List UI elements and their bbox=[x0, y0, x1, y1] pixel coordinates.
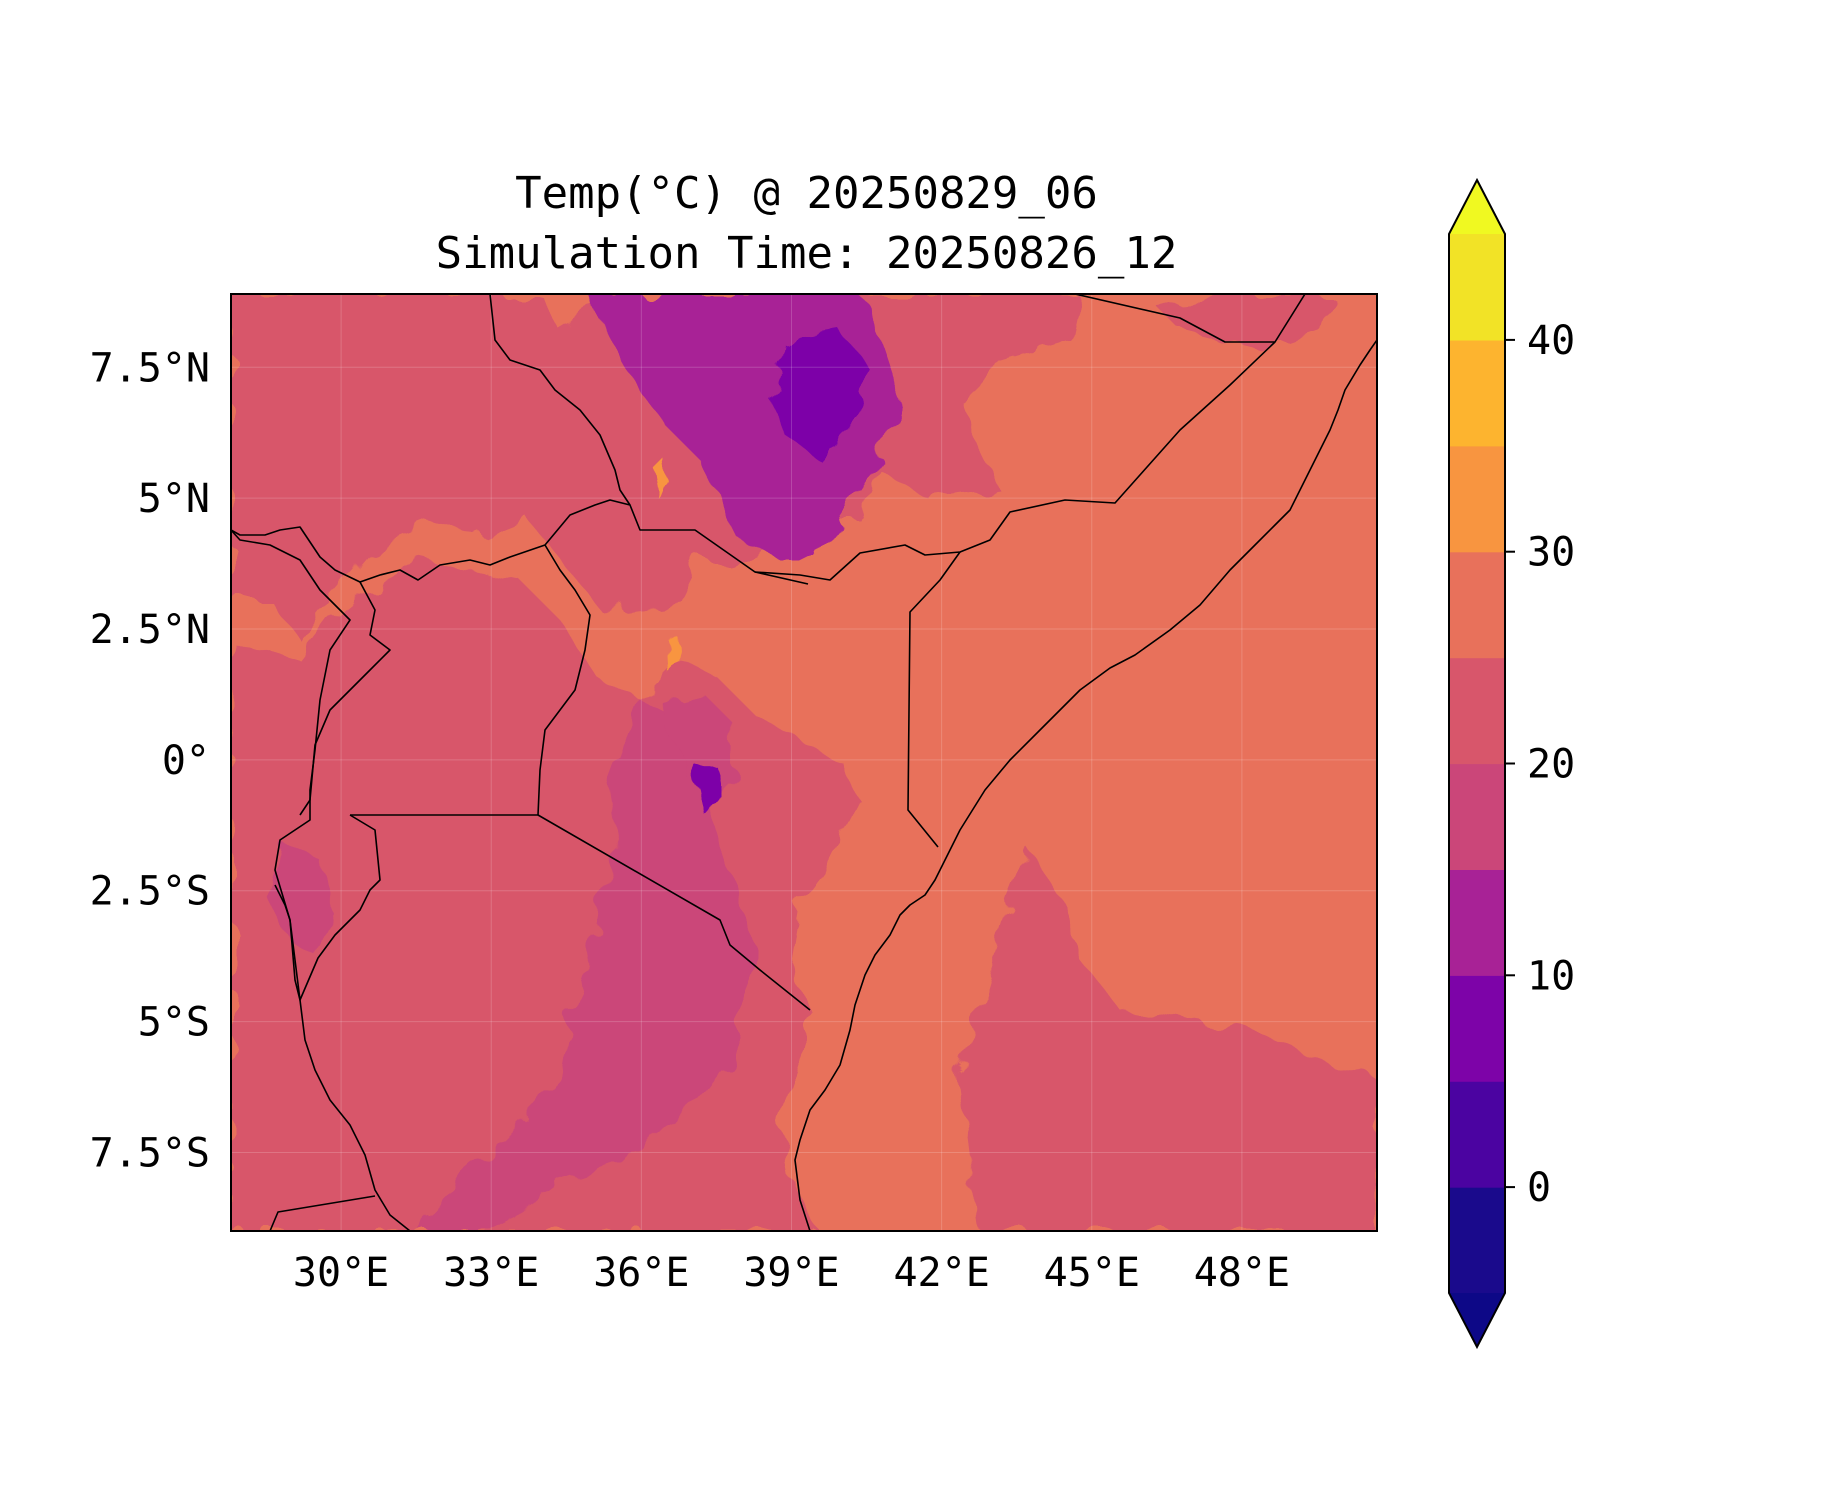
contour-band-15-20 bbox=[420, 700, 760, 1231]
contour-band-30-35 bbox=[655, 460, 668, 500]
colorbar-band bbox=[1449, 234, 1505, 341]
map-frame bbox=[230, 293, 1378, 1232]
colorbar-band bbox=[1449, 1081, 1505, 1188]
coastline bbox=[794, 339, 1377, 1231]
border-zambia bbox=[269, 1195, 376, 1231]
border-sudan-uganda bbox=[231, 526, 546, 583]
longitude-tick-labels: 30°E 33°E 36°E 39°E 42°E 45°E 48°E bbox=[293, 1250, 1290, 1296]
border-tanzania-west bbox=[299, 999, 411, 1231]
temperature-field bbox=[231, 294, 1377, 1231]
lat-tick-label: 2.5°S bbox=[90, 869, 210, 915]
contour-band-20-25 bbox=[960, 850, 1377, 1231]
contour-band-15-20 bbox=[270, 840, 340, 960]
gridlines bbox=[231, 294, 1377, 1231]
lon-tick-label: 42°E bbox=[893, 1250, 989, 1296]
contour-band-30-35 bbox=[668, 635, 678, 675]
lon-tick-label: 30°E bbox=[293, 1250, 389, 1296]
colorbar-band bbox=[1449, 975, 1505, 1082]
colorbar-tick-label: 20 bbox=[1527, 742, 1575, 788]
country-borders bbox=[231, 294, 1377, 1231]
colorbar-band bbox=[1449, 445, 1505, 553]
colorbar-tick-label: 30 bbox=[1527, 530, 1575, 576]
border-drc-lake bbox=[231, 529, 351, 1001]
colorbar-tick-label: 10 bbox=[1527, 953, 1575, 999]
contour-band-20-25 bbox=[1150, 294, 1330, 350]
colorbar-under-extension bbox=[1449, 1293, 1505, 1347]
border-kenya-tanzania bbox=[537, 814, 811, 1011]
lat-tick-label: 2.5°N bbox=[90, 607, 210, 653]
border-uganda-kenya bbox=[537, 544, 591, 816]
colorbar: 0 10 20 30 40 bbox=[1448, 177, 1575, 1350]
contour-band-10-15 bbox=[690, 760, 725, 810]
lon-tick-label: 33°E bbox=[443, 1250, 539, 1296]
latitude-tick-labels: 7.5°N 5°N 2.5°N 0° 2.5°S 5°S 7.5°S bbox=[90, 345, 210, 1176]
border-sudan-ethiopia-north bbox=[489, 294, 631, 506]
lat-tick-label: 5°S bbox=[138, 1000, 210, 1046]
map-title-line1: Temp(°C) @ 20250829_06 bbox=[515, 168, 1098, 219]
lon-tick-label: 36°E bbox=[593, 1250, 689, 1296]
contour-band-10-15 bbox=[770, 330, 870, 460]
border-somalia-ethiopia bbox=[754, 341, 1276, 581]
lon-tick-label: 45°E bbox=[1044, 1250, 1140, 1296]
border-somalia-north bbox=[1074, 294, 1306, 343]
colorbar-band bbox=[1449, 1187, 1505, 1294]
colorbar-over-extension bbox=[1449, 180, 1505, 234]
lon-tick-label: 39°E bbox=[743, 1250, 839, 1296]
colorbar-tick-label: 40 bbox=[1527, 318, 1575, 364]
map-title-line2: Simulation Time: 20250826_12 bbox=[435, 228, 1178, 279]
lat-tick-label: 0° bbox=[162, 738, 210, 784]
colorbar-band bbox=[1449, 551, 1505, 659]
border-kenya-somalia bbox=[907, 551, 961, 848]
colorbar-outline bbox=[1448, 177, 1506, 1350]
colorbar-tick-label: 0 bbox=[1527, 1165, 1551, 1211]
colorbar-band bbox=[1449, 657, 1505, 765]
lat-tick-label: 5°N bbox=[138, 476, 210, 522]
colorbar-band bbox=[1449, 763, 1505, 870]
lat-tick-label: 7.5°S bbox=[90, 1130, 210, 1176]
colorbar-band bbox=[1449, 869, 1505, 976]
colorbar-band bbox=[1449, 339, 1505, 447]
lon-tick-label: 48°E bbox=[1194, 1250, 1290, 1296]
lat-tick-label: 7.5°N bbox=[90, 345, 210, 391]
